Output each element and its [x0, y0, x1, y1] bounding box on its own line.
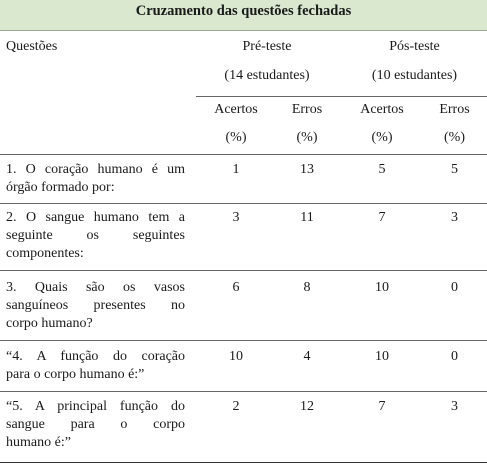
header-pos-teste: Pós-teste — [389, 39, 440, 54]
table-row-2-question: 2. O sangue humano tem a seguinte os seg… — [6, 209, 185, 263]
header-pos-teste-count: (10 estudantes) — [371, 68, 458, 83]
row-1-pos-erros: 5 — [451, 162, 458, 177]
row-3-pos-erros: 0 — [451, 280, 458, 295]
table-row-3-question: 3. Quais são os vasos sanguíneos present… — [6, 279, 185, 333]
header-pre-erros: Erros — [291, 102, 323, 117]
header-pre-teste-count: (14 estudantes) — [224, 68, 310, 83]
row-4-pos-erros: 0 — [451, 349, 458, 364]
row-5-pre-erros: 12 — [300, 399, 314, 414]
row-4-pos-acertos: 10 — [375, 349, 389, 364]
table-row-5-question: “5. A principal função do sangue para o … — [6, 398, 185, 452]
question-line: seguinte os seguintes — [6, 228, 185, 243]
question-line: “5. A principal função do — [6, 399, 185, 414]
table-title: Cruzamento das questões fechadas — [135, 3, 352, 19]
question-line: órgão formado por: — [6, 180, 115, 195]
table-row-1-question: 1. O coração humano é um órgão formado p… — [6, 161, 185, 197]
question-line: “4. A função do coração — [6, 349, 185, 364]
question-line: humano é:” — [6, 435, 71, 450]
row-3-pre-erros: 8 — [303, 280, 311, 295]
question-line: 2. O sangue humano tem a — [6, 210, 185, 225]
row-1-pos-acertos: 5 — [378, 162, 386, 177]
question-line: 1. O coração humano é um — [6, 162, 185, 177]
header-pos-acertos-pct: (%) — [371, 130, 393, 145]
question-line: 3. Quais são os vasos — [6, 280, 185, 295]
row-divider — [0, 203, 487, 204]
question-line: corpo humano? — [6, 316, 93, 331]
title-band — [0, 0, 487, 31]
header-pos-acertos: Acertos — [360, 102, 404, 117]
header-pos-erros-pct: (%) — [444, 130, 465, 145]
row-1-pre-acertos: 1 — [232, 162, 240, 177]
table-row-4-question: “4. A função do coração para o corpo hum… — [6, 348, 185, 384]
row-2-pos-acertos: 7 — [378, 210, 386, 225]
header-pre-acertos-pct: (%) — [225, 130, 247, 145]
header-questoes: Questões — [6, 39, 58, 54]
header-pos-erros: Erros — [439, 102, 470, 117]
table-bottom-rule — [0, 462, 487, 463]
header-pre-teste: Pré-teste — [242, 39, 292, 54]
row-divider — [0, 391, 487, 392]
header-pre-erros-pct: (%) — [296, 130, 318, 145]
header-bottom-rule — [0, 154, 487, 155]
row-4-pre-erros: 4 — [303, 349, 311, 364]
row-3-pos-acertos: 10 — [375, 280, 389, 295]
question-line: componentes: — [6, 246, 84, 261]
row-3-pre-acertos: 6 — [232, 280, 240, 295]
row-4-pre-acertos: 10 — [229, 349, 243, 364]
row-5-pos-erros: 3 — [451, 399, 458, 414]
row-5-pre-acertos: 2 — [232, 399, 240, 414]
question-line: sangue para o corpo — [6, 417, 185, 432]
row-1-pre-erros: 13 — [300, 162, 314, 177]
row-2-pre-acertos: 3 — [232, 210, 240, 225]
question-line: para o corpo humano é:” — [6, 367, 145, 382]
row-divider — [0, 270, 487, 271]
row-2-pos-erros: 3 — [451, 210, 458, 225]
question-line: sanguíneos presentes no — [6, 298, 185, 313]
subheader-divider — [196, 96, 487, 97]
header-pre-acertos: Acertos — [214, 102, 258, 117]
row-5-pos-acertos: 7 — [378, 399, 386, 414]
row-2-pre-erros: 11 — [300, 210, 314, 225]
row-divider — [0, 340, 487, 341]
